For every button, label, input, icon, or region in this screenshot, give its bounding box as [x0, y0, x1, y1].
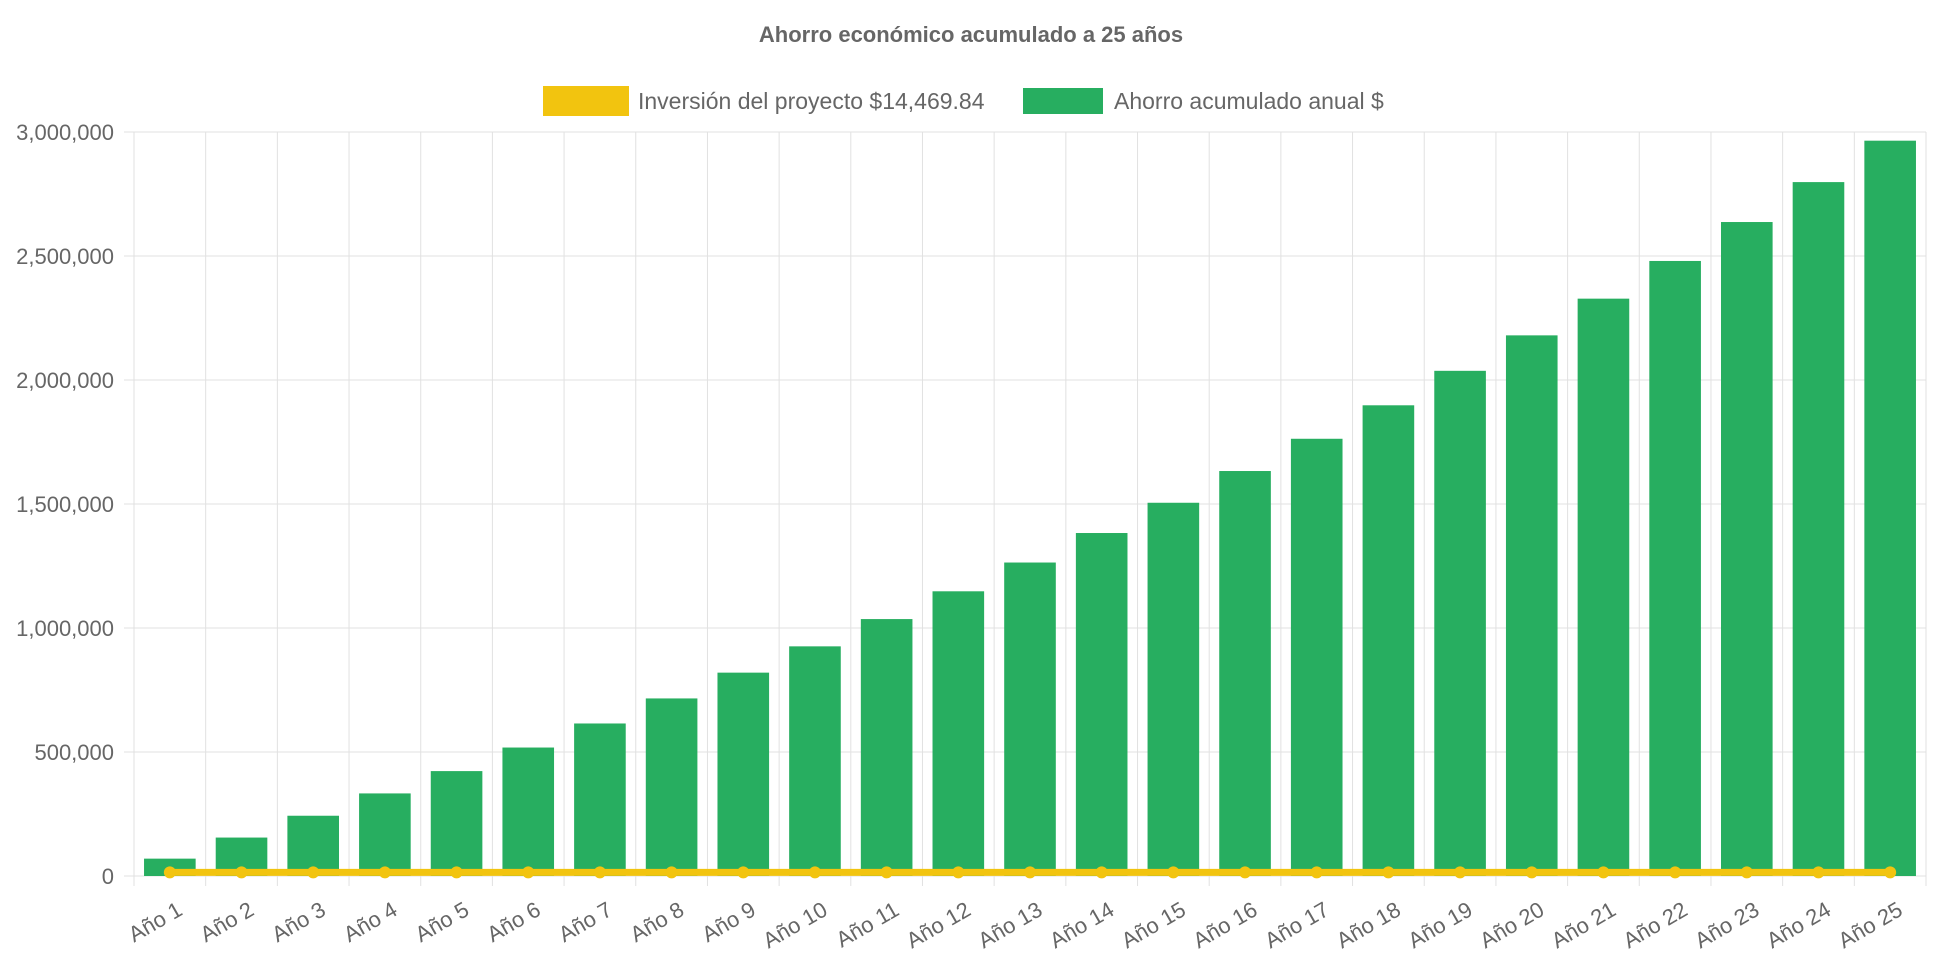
legend-swatch-investment[interactable]: [543, 86, 629, 116]
y-tick-label: 1,000,000: [16, 616, 114, 641]
investment-point[interactable]: [522, 866, 535, 879]
bar[interactable]: [645, 698, 698, 876]
x-tick-label: Año 17: [1260, 897, 1333, 954]
bar[interactable]: [789, 646, 841, 876]
investment-point[interactable]: [1167, 866, 1180, 879]
x-axis: Año 1 Año 2 Año 3 Año 4 Año 5 Año 6 Año 7 Año 8…: [124, 897, 1907, 954]
investment-point[interactable]: [1382, 866, 1395, 879]
x-tick-label: Año 5: [411, 897, 473, 947]
y-tick-label: 500,000: [34, 740, 114, 765]
bar[interactable]: [430, 771, 483, 876]
x-tick-label: Año 24: [1762, 897, 1835, 954]
x-tick-label: Año 9: [697, 897, 759, 947]
x-tick-label: Año 12: [902, 897, 975, 954]
bar[interactable]: [1004, 562, 1056, 876]
investment-point[interactable]: [450, 866, 463, 879]
bar[interactable]: [1649, 260, 1701, 877]
x-tick-label: Año 7: [554, 897, 616, 947]
investment-point[interactable]: [378, 866, 391, 879]
x-tick-label: Año 20: [1475, 897, 1548, 954]
investment-point[interactable]: [665, 866, 678, 879]
investment-point[interactable]: [1454, 866, 1467, 879]
investment-point[interactable]: [1525, 866, 1538, 879]
x-tick-label: Año 22: [1619, 897, 1692, 954]
bar[interactable]: [932, 591, 985, 876]
y-tick-label: 0: [102, 864, 114, 889]
x-tick-label: Año 18: [1332, 897, 1405, 954]
bar[interactable]: [1792, 182, 1845, 876]
investment-point[interactable]: [1095, 866, 1108, 879]
x-tick-label: Año 23: [1690, 897, 1763, 954]
bar[interactable]: [1505, 335, 1558, 876]
y-axis: 0 500,000 1,000,000 1,500,000 2,000,000 2,500…: [16, 120, 114, 889]
x-tick-label: Año 13: [974, 897, 1047, 954]
bar[interactable]: [359, 793, 411, 876]
bar[interactable]: [1577, 298, 1630, 876]
investment-point[interactable]: [1740, 866, 1753, 879]
y-tick-label: 1,500,000: [16, 492, 114, 517]
bar[interactable]: [1362, 405, 1415, 876]
investment-point[interactable]: [593, 866, 606, 879]
bar[interactable]: [1290, 438, 1343, 876]
x-tick-label: Año 4: [339, 897, 401, 947]
legend-label-savings[interactable]: Ahorro acumulado anual $: [1114, 88, 1384, 114]
x-tick-label: Año 1: [124, 897, 186, 947]
investment-point[interactable]: [1812, 866, 1825, 879]
x-tick-label: Año 2: [196, 897, 258, 947]
bar[interactable]: [502, 747, 555, 876]
investment-point[interactable]: [880, 866, 893, 879]
bar[interactable]: [1864, 140, 1916, 876]
investment-point[interactable]: [1310, 866, 1323, 879]
x-tick-label: Año 8: [626, 897, 688, 947]
bar[interactable]: [574, 723, 626, 876]
x-tick-label: Año 10: [759, 897, 832, 954]
bar[interactable]: [860, 619, 913, 876]
chart-title: Ahorro económico acumulado a 25 años: [759, 22, 1183, 47]
bars: [144, 140, 1916, 877]
bar[interactable]: [1219, 471, 1271, 876]
x-tick-label: Año 21: [1547, 897, 1620, 954]
bar[interactable]: [1720, 222, 1773, 877]
x-tick-label: Año 6: [482, 897, 544, 947]
bar[interactable]: [1075, 533, 1128, 876]
x-tick-label: Año 3: [267, 897, 329, 947]
investment-point[interactable]: [163, 866, 176, 879]
investment-point[interactable]: [307, 866, 320, 879]
legend-swatch-savings[interactable]: [1023, 88, 1103, 114]
y-tick-label: 2,000,000: [16, 368, 114, 393]
investment-point[interactable]: [737, 866, 750, 879]
x-tick-label: Año 14: [1045, 897, 1118, 954]
investment-point[interactable]: [1024, 866, 1036, 879]
investment-line-series: [163, 866, 1897, 879]
x-tick-label: Año 15: [1117, 897, 1190, 954]
bar[interactable]: [1434, 370, 1486, 876]
bar[interactable]: [1147, 502, 1200, 876]
investment-point[interactable]: [1669, 866, 1682, 879]
grid: [124, 131, 1927, 886]
legend-label-investment[interactable]: Inversión del proyecto $14,469.84: [638, 88, 985, 114]
x-tick-label: Año 16: [1189, 897, 1262, 954]
bar[interactable]: [717, 672, 770, 876]
investment-point[interactable]: [1239, 866, 1252, 879]
x-tick-label: Año 11: [832, 897, 903, 953]
bar[interactable]: [287, 815, 340, 876]
y-tick-label: 2,500,000: [16, 244, 114, 269]
legend[interactable]: Inversión del proyecto $14,469.84 Ahorro…: [543, 86, 1384, 116]
investment-point[interactable]: [1597, 866, 1610, 879]
investment-point[interactable]: [952, 866, 965, 879]
investment-point[interactable]: [808, 866, 821, 879]
x-tick-label: Año 19: [1404, 897, 1477, 954]
investment-point[interactable]: [1884, 866, 1897, 879]
y-tick-label: 3,000,000: [16, 120, 114, 145]
x-tick-label: Año 25: [1834, 897, 1907, 954]
investment-point[interactable]: [235, 866, 248, 879]
